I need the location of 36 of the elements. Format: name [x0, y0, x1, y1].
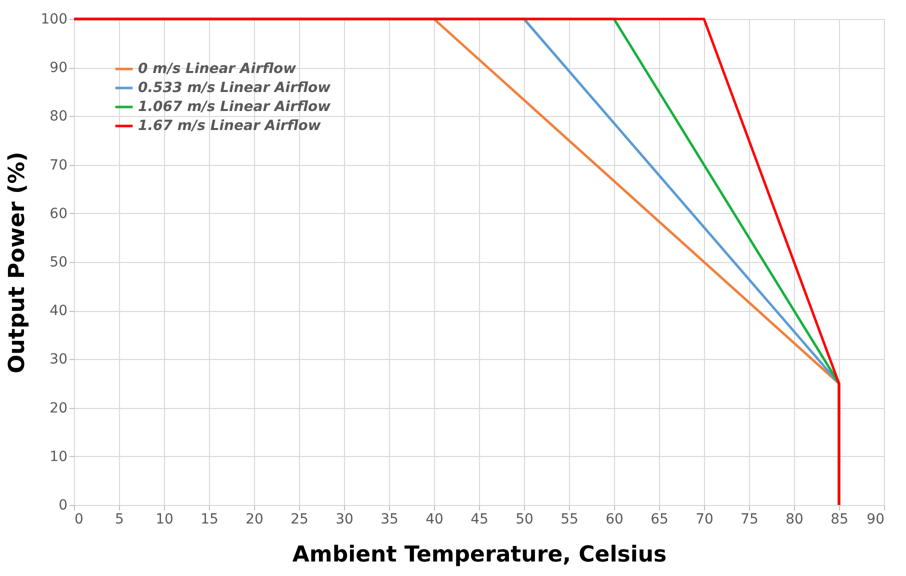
- x-tick-label: 25: [290, 512, 308, 528]
- x-tick-label: 75: [740, 512, 758, 528]
- x-tick-label: 35: [380, 512, 398, 528]
- x-tick-label: 30: [336, 512, 354, 528]
- y-tick-label: 90: [50, 60, 68, 76]
- x-tick-label: 40: [426, 512, 444, 528]
- y-tick-label: 70: [50, 157, 68, 174]
- x-tick-label: 10: [156, 512, 174, 528]
- x-tick-label: 50: [516, 512, 534, 528]
- y-tick-label: 0: [58, 498, 68, 514]
- x-tick-label: 90: [866, 512, 884, 528]
- y-tick-label: 50: [50, 254, 68, 270]
- y-tick-label: 40: [50, 303, 68, 320]
- x-tick-label: 45: [470, 512, 488, 528]
- x-tick-label: 85: [830, 512, 848, 528]
- y-tick-label: 30: [50, 352, 68, 368]
- y-tick-label: 80: [50, 108, 68, 125]
- x-tick-label: 0: [74, 512, 84, 528]
- legend-label: 0.533 m/s Linear Airflow: [138, 80, 331, 96]
- y-tick-label: 100: [40, 12, 68, 28]
- x-axis-title: Ambient Temperature, Celsius: [292, 542, 667, 568]
- x-tick-label: 20: [246, 512, 264, 528]
- y-tick-label: 20: [50, 400, 68, 416]
- y-tick-label: 60: [50, 206, 68, 222]
- x-tick-label: 55: [560, 512, 578, 528]
- x-tick-label: 80: [786, 512, 804, 528]
- x-tick-label: 70: [696, 512, 714, 528]
- legend-label: 1.67 m/s Linear Airflow: [138, 118, 321, 134]
- x-tick-label: 5: [115, 512, 124, 528]
- x-tick-label: 15: [200, 512, 218, 528]
- x-tick-label: 60: [606, 512, 624, 528]
- legend-label: 1.067 m/s Linear Airflow: [138, 99, 331, 115]
- legend-label: 0 m/s Linear Airflow: [138, 61, 296, 77]
- y-axis-title: Output Power (%): [4, 152, 30, 374]
- y-tick-label: 10: [50, 448, 68, 465]
- x-tick-label: 65: [650, 512, 668, 528]
